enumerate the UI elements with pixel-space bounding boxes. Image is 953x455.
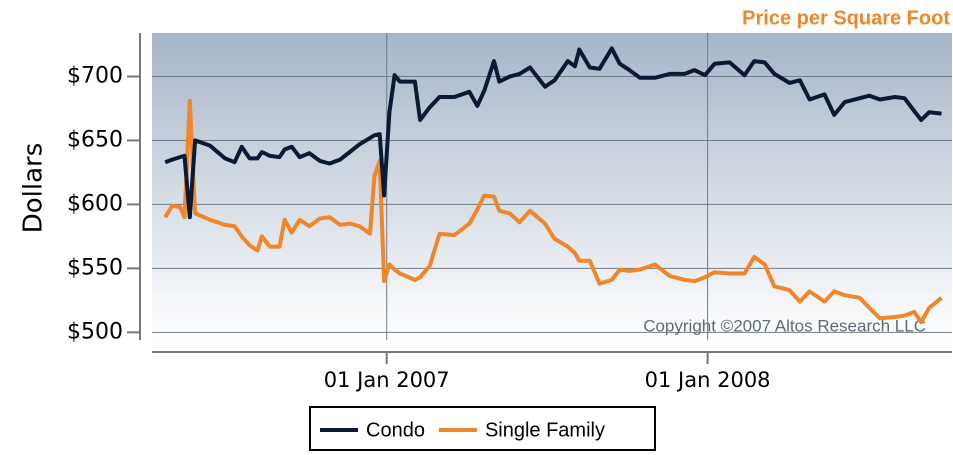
x-tick-label: 01 Jan 2007 — [324, 368, 450, 392]
line-series — [164, 46, 942, 220]
y-tick-label: $550 — [67, 255, 123, 280]
annotation: Copyright ©2007 Altos Research LLC — [643, 316, 926, 335]
line-series — [163, 98, 943, 325]
y-tick-label: $600 — [67, 191, 123, 216]
chart-title: Price per Square Foot — [742, 7, 950, 29]
legend-label: Single Family — [485, 419, 605, 441]
y-axis-label: Dollars — [19, 143, 49, 234]
y-tick-label: $650 — [67, 127, 123, 152]
y-tick-label: $500 — [67, 319, 123, 344]
legend-label: Condo — [366, 419, 425, 441]
y-tick-label: $700 — [67, 63, 123, 88]
x-tick-label: 01 Jan 2008 — [645, 368, 771, 392]
legend — [309, 406, 656, 451]
